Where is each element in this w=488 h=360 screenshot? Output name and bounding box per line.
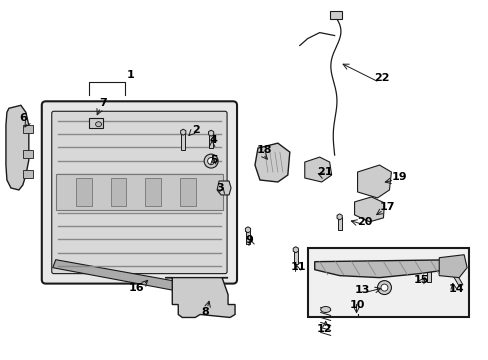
Bar bbox=[329, 11, 341, 19]
Bar bbox=[110, 178, 126, 206]
Text: 17: 17 bbox=[379, 202, 394, 212]
Bar bbox=[293, 250, 297, 264]
Bar bbox=[451, 273, 462, 287]
Text: 9: 9 bbox=[244, 235, 252, 245]
Bar bbox=[245, 230, 249, 244]
Bar bbox=[209, 133, 213, 148]
Text: 16: 16 bbox=[128, 283, 144, 293]
Ellipse shape bbox=[95, 122, 102, 127]
Polygon shape bbox=[304, 157, 331, 182]
Text: 11: 11 bbox=[290, 262, 306, 272]
Ellipse shape bbox=[320, 306, 330, 312]
Bar bbox=[76, 178, 91, 206]
Ellipse shape bbox=[203, 154, 218, 168]
Text: 21: 21 bbox=[316, 167, 332, 177]
Ellipse shape bbox=[380, 284, 387, 291]
Bar bbox=[23, 125, 33, 133]
Text: 2: 2 bbox=[192, 125, 200, 135]
Text: 1: 1 bbox=[126, 71, 134, 80]
FancyBboxPatch shape bbox=[52, 111, 226, 274]
Polygon shape bbox=[354, 197, 384, 222]
Bar bbox=[56, 174, 223, 210]
Text: 5: 5 bbox=[210, 155, 218, 165]
Bar bbox=[23, 170, 33, 178]
Bar bbox=[88, 118, 102, 128]
Bar bbox=[427, 268, 430, 282]
Text: 22: 22 bbox=[373, 73, 388, 84]
Bar bbox=[181, 132, 185, 150]
Bar bbox=[180, 178, 196, 206]
Bar bbox=[307, 248, 468, 318]
Polygon shape bbox=[314, 260, 461, 278]
Polygon shape bbox=[165, 278, 235, 318]
Text: 7: 7 bbox=[100, 98, 107, 108]
Text: 15: 15 bbox=[413, 275, 428, 285]
Polygon shape bbox=[53, 260, 183, 292]
Polygon shape bbox=[254, 143, 289, 182]
Text: 18: 18 bbox=[257, 145, 272, 155]
Polygon shape bbox=[438, 255, 466, 278]
Text: 12: 12 bbox=[316, 324, 332, 334]
Text: 8: 8 bbox=[201, 307, 208, 318]
Polygon shape bbox=[217, 181, 230, 195]
Bar bbox=[337, 217, 341, 230]
Polygon shape bbox=[6, 105, 29, 190]
Bar bbox=[145, 178, 161, 206]
Ellipse shape bbox=[207, 158, 214, 165]
Text: 10: 10 bbox=[349, 300, 365, 310]
Text: 19: 19 bbox=[391, 172, 407, 182]
Bar bbox=[23, 150, 33, 158]
Ellipse shape bbox=[377, 280, 390, 294]
Text: 20: 20 bbox=[356, 217, 371, 227]
FancyBboxPatch shape bbox=[41, 101, 237, 284]
Text: 14: 14 bbox=[447, 284, 463, 293]
Text: 13: 13 bbox=[354, 284, 369, 294]
Text: 6: 6 bbox=[19, 113, 27, 123]
Text: 4: 4 bbox=[209, 135, 217, 145]
Text: 3: 3 bbox=[216, 183, 224, 193]
Polygon shape bbox=[357, 165, 390, 198]
